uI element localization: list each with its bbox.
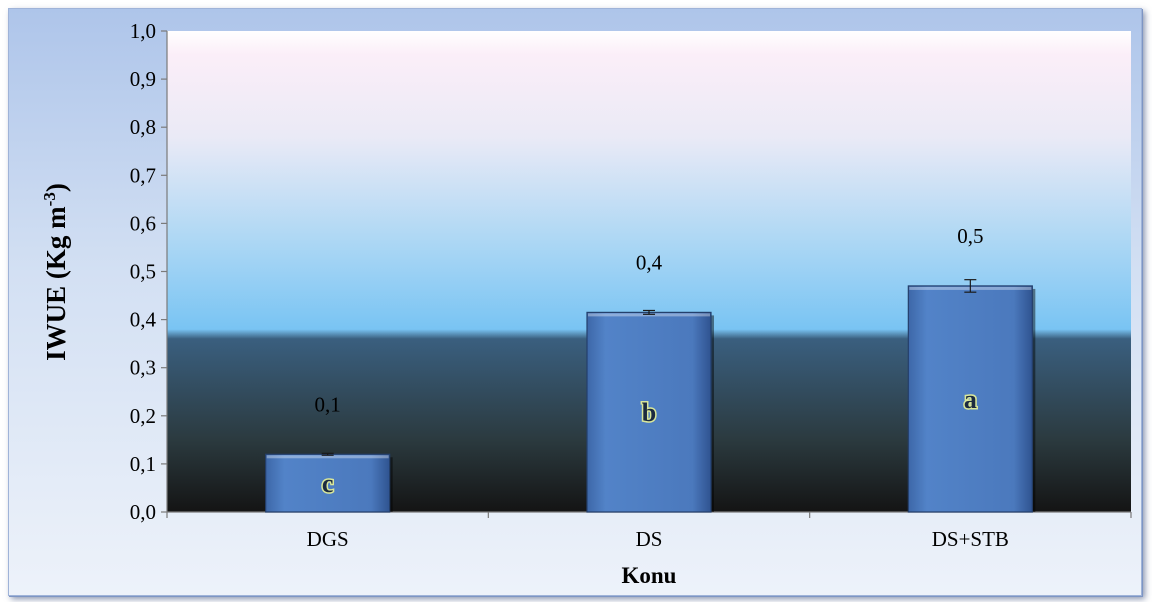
y-tick-label: 0,0 [130, 500, 156, 524]
y-tick-label: 0,5 [130, 260, 156, 284]
y-tick-label: 0,9 [130, 67, 156, 91]
y-axis-title-main: IWUE (Kg m [41, 206, 71, 361]
y-axis: 0,0 0,1 0,2 0,3 0,4 0,5 0,6 0,7 0,8 0,9 1,0 [130, 19, 168, 524]
bar [907, 285, 1033, 513]
y-tick-label: 1,0 [130, 19, 156, 43]
y-tick-label: 0,2 [130, 404, 156, 428]
significance-letter: c [322, 469, 334, 498]
significance-letter: a [964, 385, 977, 414]
data-label: 0,1 [315, 392, 341, 416]
chart-frame: 0,0 0,1 0,2 0,3 0,4 0,5 0,6 0,7 0,8 0,9 1,0 DGS DS D… [8, 8, 1142, 596]
y-tick-label: 0,4 [130, 308, 157, 332]
x-axis-title: Konu [622, 563, 677, 588]
bar [265, 453, 391, 513]
x-tick-label: DGS [307, 527, 349, 551]
data-label: 0,4 [636, 250, 663, 274]
y-tick-label: 0,1 [130, 452, 156, 476]
x-axis: DGS DS DS+STB [166, 511, 1132, 551]
y-axis-title-sup: -3 [40, 192, 59, 206]
bar-highlight [266, 455, 389, 459]
y-tick-label: 0,3 [130, 356, 156, 380]
significance-letter: b [642, 398, 656, 427]
y-tick-label: 0,8 [130, 115, 156, 139]
y-tick-label: 0,6 [130, 211, 156, 235]
y-tick-label: 0,7 [130, 163, 156, 187]
x-tick-label: DS+STB [932, 527, 1009, 551]
data-label: 0,5 [957, 224, 983, 248]
bar [586, 311, 712, 513]
y-axis-title: IWUE (Kg m-3) [40, 183, 71, 361]
chart: 0,00,10,20,30,40,50,60,70,80,91,0 DGS DS D… [40, 19, 1132, 588]
x-tick-label: DS [636, 527, 663, 551]
y-axis-title-suffix: ) [41, 183, 71, 192]
bars: 0,1 c 0,4 b 0,5 a [265, 224, 1036, 513]
